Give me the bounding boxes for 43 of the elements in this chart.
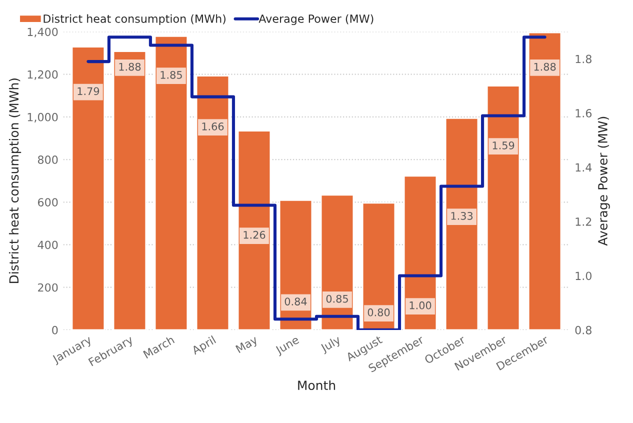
- data-label: 1.33: [451, 212, 473, 220]
- y-tick-label: 400: [38, 240, 58, 250]
- bar: [362, 202, 396, 330]
- bar: [486, 85, 520, 330]
- data-label: 1.79: [78, 87, 100, 96]
- data-label: 1.26: [244, 230, 266, 239]
- y-tick-label: 600: [38, 198, 58, 207]
- y-axis-title: District heat consumption (MWh): [8, 78, 22, 283]
- y2-axis-title: Average Power (MW): [598, 116, 610, 246]
- y2-tick-label: 1.2: [576, 217, 592, 226]
- bar: [112, 50, 147, 330]
- y2-tick-label: 1.4: [576, 163, 592, 172]
- y-tick-label: 200: [38, 283, 58, 292]
- bar: [71, 46, 106, 330]
- data-label: 0.80: [368, 308, 390, 316]
- y-tick-label: 1,000: [28, 112, 58, 122]
- y-tick-label: 0: [52, 326, 58, 334]
- data-label: 1.88: [119, 62, 141, 71]
- y2-tick-label: 1.0: [576, 272, 592, 280]
- x-tick-label: May: [235, 335, 260, 356]
- y-tick-label: 1,200: [28, 70, 58, 80]
- x-axis-title: Month: [298, 380, 336, 390]
- data-label: 1.88: [534, 62, 556, 71]
- data-label: 1.00: [410, 301, 432, 310]
- bar: [196, 75, 230, 330]
- y-tick-label: 1,400: [28, 28, 58, 38]
- x-tick-label: July: [319, 334, 342, 354]
- y2-tick-label: 1.6: [576, 109, 592, 118]
- x-tick-label: June: [274, 335, 301, 356]
- legend-label: Average Power (MW): [258, 14, 374, 26]
- bar: [444, 118, 479, 330]
- bar: [154, 36, 188, 330]
- legend-label: District heat consumption (MWh): [44, 14, 226, 26]
- y-tick-label: 800: [38, 156, 58, 164]
- bar: [237, 130, 272, 330]
- data-label: 1.66: [202, 122, 224, 130]
- bar: [528, 32, 562, 330]
- data-label: 1.85: [160, 70, 182, 79]
- data-label: 0.85: [326, 294, 348, 303]
- y2-tick-label: 1.8: [576, 54, 592, 64]
- data-label: 1.59: [492, 141, 514, 150]
- y2-tick-label: 0.8: [575, 326, 592, 334]
- data-label: 0.84: [284, 298, 307, 306]
